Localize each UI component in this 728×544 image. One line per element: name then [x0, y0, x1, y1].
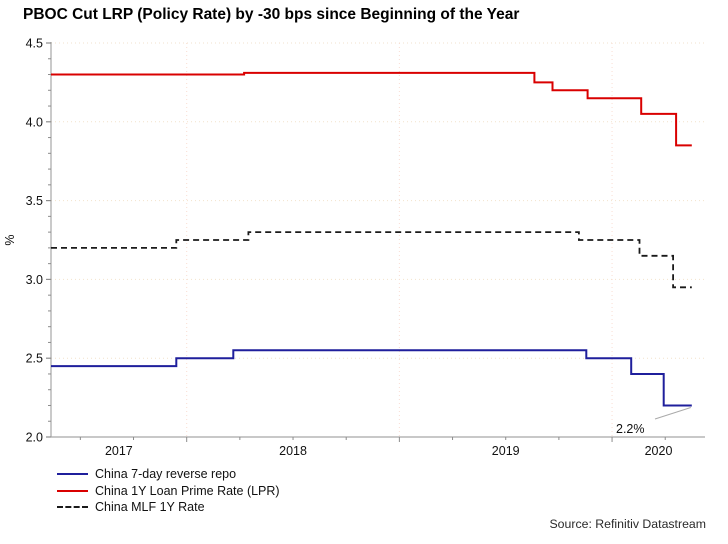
- legend-label-mlf: China MLF 1Y Rate: [95, 500, 205, 515]
- legend-line-red-icon: [57, 489, 88, 492]
- y-axis-title: %: [3, 234, 17, 245]
- legend-line-blue-icon: [57, 473, 88, 476]
- y-tick-label: 4.0: [26, 115, 43, 129]
- annotation-label: 2.2%: [616, 422, 645, 436]
- legend-item-lpr: China 1Y Loan Prime Rate (LPR): [57, 483, 280, 500]
- y-tick-label: 4.5: [26, 37, 43, 51]
- legend-label-lpr: China 1Y Loan Prime Rate (LPR): [95, 483, 280, 498]
- legend-item-mlf: China MLF 1Y Rate: [57, 499, 280, 516]
- annotation-callout-line: [654, 407, 691, 420]
- series-line: [51, 71, 692, 147]
- x-tick-label: 2018: [279, 444, 307, 458]
- legend-label-reverse-repo: China 7-day reverse repo: [95, 467, 237, 482]
- series-line: [51, 231, 692, 289]
- source-credit: Source: Refinitiv Datastream: [549, 517, 706, 531]
- y-tick-label: 3.0: [26, 273, 43, 287]
- x-tick-label: 2019: [492, 444, 520, 458]
- legend: China 7-day reverse repo China 1Y Loan P…: [57, 466, 280, 516]
- legend-line-dashed-icon: [57, 506, 88, 509]
- y-tick-label: 3.5: [26, 194, 43, 208]
- x-tick-label: 2020: [645, 444, 673, 458]
- y-tick-label: 2.5: [26, 352, 43, 366]
- x-tick-label: 2017: [105, 444, 133, 458]
- y-tick-label: 2.0: [26, 431, 43, 445]
- legend-item-reverse-repo: China 7-day reverse repo: [57, 466, 280, 483]
- series-line: [51, 349, 692, 407]
- chart-title: PBOC Cut LRP (Policy Rate) by -30 bps si…: [23, 6, 520, 23]
